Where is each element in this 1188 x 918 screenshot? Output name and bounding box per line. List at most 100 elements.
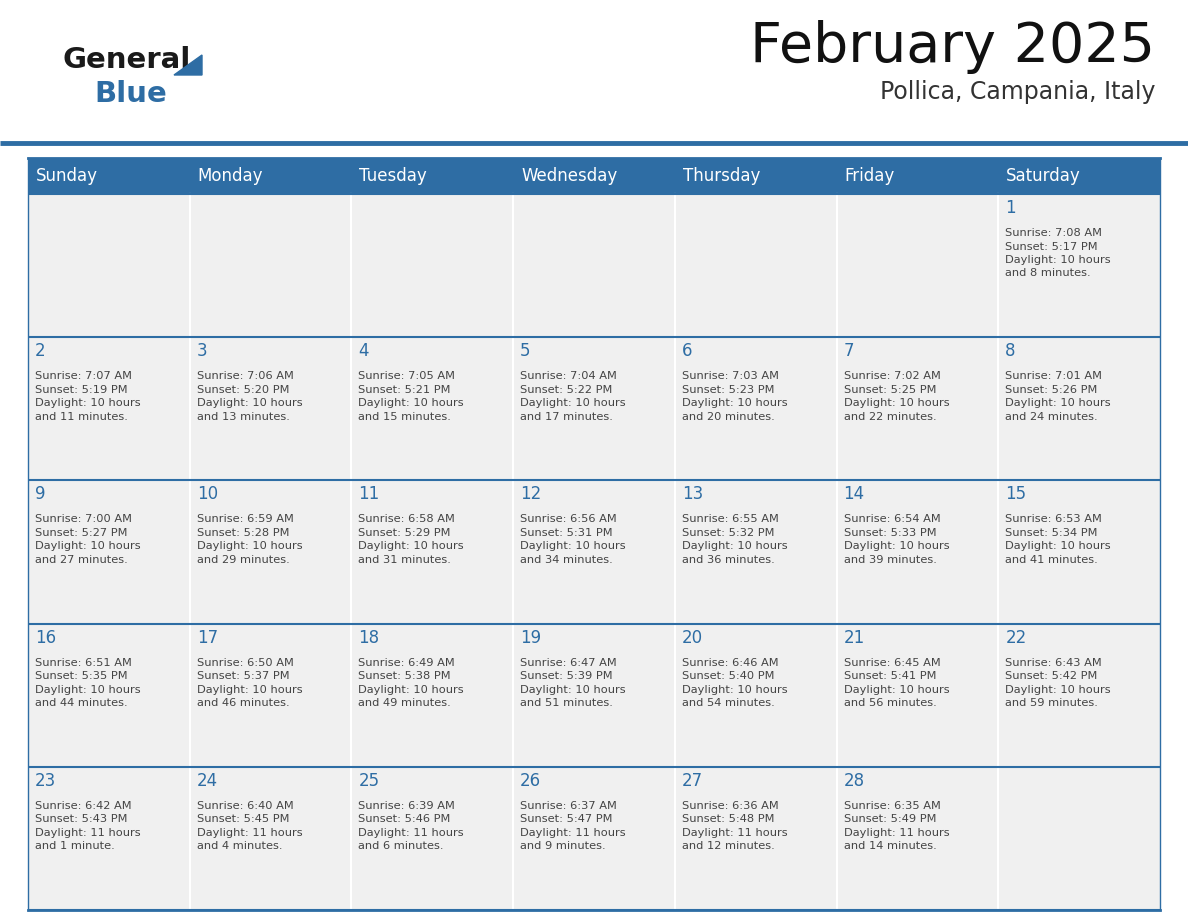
Text: Sunset: 5:17 PM: Sunset: 5:17 PM bbox=[1005, 241, 1098, 252]
Text: Daylight: 10 hours: Daylight: 10 hours bbox=[843, 398, 949, 409]
Text: and 44 minutes.: and 44 minutes. bbox=[34, 698, 127, 708]
Polygon shape bbox=[173, 55, 202, 75]
Text: Daylight: 10 hours: Daylight: 10 hours bbox=[197, 685, 302, 695]
Bar bbox=[190, 194, 352, 337]
Bar bbox=[998, 623, 1159, 767]
Text: Saturday: Saturday bbox=[1006, 167, 1081, 185]
Text: Sunrise: 6:43 AM: Sunrise: 6:43 AM bbox=[1005, 657, 1102, 667]
Text: Sunrise: 6:49 AM: Sunrise: 6:49 AM bbox=[359, 657, 455, 667]
Text: 21: 21 bbox=[843, 629, 865, 646]
Text: Sunrise: 6:36 AM: Sunrise: 6:36 AM bbox=[682, 800, 778, 811]
Text: Wednesday: Wednesday bbox=[522, 167, 618, 185]
Text: and 56 minutes.: and 56 minutes. bbox=[843, 698, 936, 708]
Text: 24: 24 bbox=[197, 772, 217, 789]
Text: Daylight: 10 hours: Daylight: 10 hours bbox=[359, 542, 465, 552]
Text: Sunset: 5:19 PM: Sunset: 5:19 PM bbox=[34, 385, 127, 395]
Bar bbox=[29, 337, 190, 480]
Text: Sunset: 5:37 PM: Sunset: 5:37 PM bbox=[197, 671, 290, 681]
Text: Sunrise: 6:55 AM: Sunrise: 6:55 AM bbox=[682, 514, 778, 524]
Text: 20: 20 bbox=[682, 629, 703, 646]
Text: Sunrise: 7:05 AM: Sunrise: 7:05 AM bbox=[359, 371, 455, 381]
Text: Daylight: 10 hours: Daylight: 10 hours bbox=[1005, 542, 1111, 552]
Text: Sunrise: 7:08 AM: Sunrise: 7:08 AM bbox=[1005, 228, 1102, 238]
Text: Sunset: 5:32 PM: Sunset: 5:32 PM bbox=[682, 528, 775, 538]
Text: 13: 13 bbox=[682, 486, 703, 503]
Text: 10: 10 bbox=[197, 486, 217, 503]
Text: Sunrise: 6:58 AM: Sunrise: 6:58 AM bbox=[359, 514, 455, 524]
Text: Sunrise: 6:37 AM: Sunrise: 6:37 AM bbox=[520, 800, 617, 811]
Bar bbox=[513, 337, 675, 480]
Text: Daylight: 10 hours: Daylight: 10 hours bbox=[1005, 685, 1111, 695]
Text: Sunset: 5:42 PM: Sunset: 5:42 PM bbox=[1005, 671, 1098, 681]
Text: 5: 5 bbox=[520, 342, 531, 360]
Text: Sunrise: 6:59 AM: Sunrise: 6:59 AM bbox=[197, 514, 293, 524]
Text: and 27 minutes.: and 27 minutes. bbox=[34, 554, 128, 565]
Text: 12: 12 bbox=[520, 486, 542, 503]
Text: Daylight: 10 hours: Daylight: 10 hours bbox=[682, 398, 788, 409]
Text: and 39 minutes.: and 39 minutes. bbox=[843, 554, 936, 565]
Text: Sunset: 5:20 PM: Sunset: 5:20 PM bbox=[197, 385, 289, 395]
Text: Sunrise: 6:39 AM: Sunrise: 6:39 AM bbox=[359, 800, 455, 811]
Text: and 51 minutes.: and 51 minutes. bbox=[520, 698, 613, 708]
Text: 1: 1 bbox=[1005, 199, 1016, 217]
Bar bbox=[352, 194, 513, 337]
Text: Sunrise: 7:02 AM: Sunrise: 7:02 AM bbox=[843, 371, 941, 381]
Text: Sunset: 5:25 PM: Sunset: 5:25 PM bbox=[843, 385, 936, 395]
Text: and 29 minutes.: and 29 minutes. bbox=[197, 554, 290, 565]
Text: Sunset: 5:26 PM: Sunset: 5:26 PM bbox=[1005, 385, 1098, 395]
Text: and 31 minutes.: and 31 minutes. bbox=[359, 554, 451, 565]
Text: Daylight: 10 hours: Daylight: 10 hours bbox=[520, 398, 626, 409]
Text: Daylight: 10 hours: Daylight: 10 hours bbox=[359, 398, 465, 409]
Bar bbox=[675, 623, 836, 767]
Text: Daylight: 10 hours: Daylight: 10 hours bbox=[1005, 255, 1111, 265]
Text: Sunrise: 6:45 AM: Sunrise: 6:45 AM bbox=[843, 657, 941, 667]
Text: Sunrise: 7:00 AM: Sunrise: 7:00 AM bbox=[34, 514, 132, 524]
Text: Daylight: 10 hours: Daylight: 10 hours bbox=[34, 685, 140, 695]
Text: and 34 minutes.: and 34 minutes. bbox=[520, 554, 613, 565]
Text: Pollica, Campania, Italy: Pollica, Campania, Italy bbox=[879, 80, 1155, 104]
Text: Sunset: 5:31 PM: Sunset: 5:31 PM bbox=[520, 528, 613, 538]
Text: and 22 minutes.: and 22 minutes. bbox=[843, 411, 936, 421]
Bar bbox=[352, 480, 513, 623]
Bar bbox=[998, 194, 1159, 337]
Text: Sunset: 5:41 PM: Sunset: 5:41 PM bbox=[843, 671, 936, 681]
Text: and 59 minutes.: and 59 minutes. bbox=[1005, 698, 1098, 708]
Text: and 36 minutes.: and 36 minutes. bbox=[682, 554, 775, 565]
Text: 17: 17 bbox=[197, 629, 217, 646]
Bar bbox=[513, 767, 675, 910]
Text: Sunrise: 6:56 AM: Sunrise: 6:56 AM bbox=[520, 514, 617, 524]
Text: Sunset: 5:29 PM: Sunset: 5:29 PM bbox=[359, 528, 451, 538]
Text: and 24 minutes.: and 24 minutes. bbox=[1005, 411, 1098, 421]
Text: Daylight: 10 hours: Daylight: 10 hours bbox=[843, 685, 949, 695]
Text: and 41 minutes.: and 41 minutes. bbox=[1005, 554, 1098, 565]
Text: Thursday: Thursday bbox=[683, 167, 760, 185]
Text: and 54 minutes.: and 54 minutes. bbox=[682, 698, 775, 708]
Text: Sunset: 5:33 PM: Sunset: 5:33 PM bbox=[843, 528, 936, 538]
Bar bbox=[29, 480, 190, 623]
Text: Sunrise: 6:35 AM: Sunrise: 6:35 AM bbox=[843, 800, 941, 811]
Text: Daylight: 10 hours: Daylight: 10 hours bbox=[34, 542, 140, 552]
Text: Daylight: 10 hours: Daylight: 10 hours bbox=[1005, 398, 1111, 409]
Text: Daylight: 10 hours: Daylight: 10 hours bbox=[197, 398, 302, 409]
Text: 8: 8 bbox=[1005, 342, 1016, 360]
Text: Sunrise: 6:50 AM: Sunrise: 6:50 AM bbox=[197, 657, 293, 667]
Text: February 2025: February 2025 bbox=[750, 20, 1155, 74]
Text: 18: 18 bbox=[359, 629, 379, 646]
Text: Sunset: 5:47 PM: Sunset: 5:47 PM bbox=[520, 814, 613, 824]
Text: Daylight: 11 hours: Daylight: 11 hours bbox=[682, 828, 788, 838]
Text: Sunrise: 7:07 AM: Sunrise: 7:07 AM bbox=[34, 371, 132, 381]
Text: and 11 minutes.: and 11 minutes. bbox=[34, 411, 128, 421]
Bar bbox=[836, 480, 998, 623]
Text: Sunrise: 6:53 AM: Sunrise: 6:53 AM bbox=[1005, 514, 1102, 524]
Text: Daylight: 10 hours: Daylight: 10 hours bbox=[843, 542, 949, 552]
Text: Monday: Monday bbox=[197, 167, 264, 185]
Text: and 14 minutes.: and 14 minutes. bbox=[843, 841, 936, 851]
Bar bbox=[675, 480, 836, 623]
Text: Daylight: 11 hours: Daylight: 11 hours bbox=[843, 828, 949, 838]
Text: and 20 minutes.: and 20 minutes. bbox=[682, 411, 775, 421]
Text: Sunset: 5:34 PM: Sunset: 5:34 PM bbox=[1005, 528, 1098, 538]
Bar bbox=[998, 767, 1159, 910]
Bar bbox=[352, 623, 513, 767]
Text: Sunrise: 6:51 AM: Sunrise: 6:51 AM bbox=[34, 657, 132, 667]
Text: Sunset: 5:27 PM: Sunset: 5:27 PM bbox=[34, 528, 127, 538]
